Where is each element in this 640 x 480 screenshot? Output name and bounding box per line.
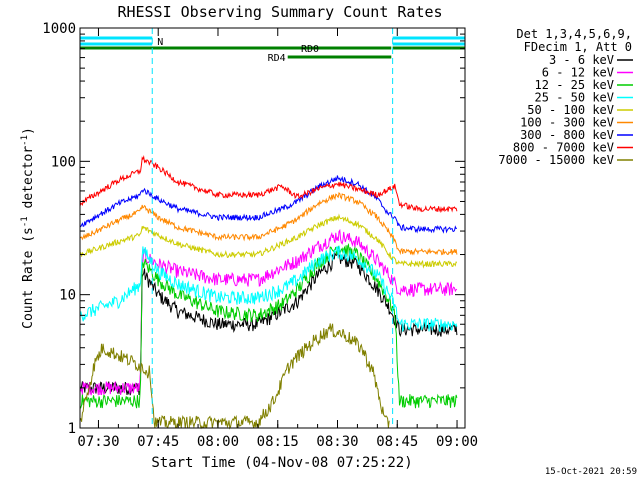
y-axis-label-sup2: -1 (20, 135, 30, 146)
series-line-4 (79, 213, 458, 269)
timestamp: 15-Oct-2021 20:59 (545, 467, 637, 477)
y-axis-label-end: ) (21, 127, 36, 135)
x-axis-label: Start Time (04-Nov-08 07:25:22) (151, 455, 412, 471)
x-tick-label-4: 08:30 (316, 434, 358, 450)
annotation-rd0-label: RD0 (301, 44, 319, 55)
legend-header-line-2: FDecim 1, Att 0 (524, 40, 632, 54)
series-line-3 (79, 245, 458, 333)
legend-label-2: 12 - 25 keV (535, 78, 614, 92)
y-axis: 1 10 100 1000 (42, 21, 465, 437)
x-tick-label-0: 07:30 (77, 434, 119, 450)
legend-label-1: 6 - 12 keV (542, 66, 614, 80)
x-tick-label-5: 08:45 (376, 434, 418, 450)
legend-label-6: 300 - 800 keV (520, 128, 614, 142)
annotation-n-label: N (157, 37, 163, 48)
series-layer (79, 154, 458, 430)
series-line-8 (79, 323, 390, 430)
y-tick-label-1: 10 (59, 288, 76, 304)
x-axis: 07:30 07:45 08:00 08:15 08:30 08:45 09:00 (77, 28, 478, 450)
legend-label-4: 50 - 100 keV (527, 103, 614, 117)
y-axis-label: Count Rate (s-1 detector-1) (20, 127, 36, 329)
series-line-5 (79, 192, 458, 256)
series-line-7 (79, 154, 458, 213)
annotation-bands: N RD0 RD4 (80, 36, 465, 64)
annotation-rd4-label: RD4 (268, 53, 286, 64)
y-tick-label-3: 1000 (42, 21, 76, 37)
y-axis-label-mid: detector (21, 146, 36, 217)
y-axis-label-main: Count Rate (s (21, 227, 36, 329)
legend-header-line-1: Det 1,3,4,5,6,9, (516, 27, 632, 41)
legend-label-5: 100 - 300 keV (520, 116, 614, 130)
plot-frame (79, 27, 466, 429)
legend-label-8: 7000 - 15000 keV (498, 153, 614, 167)
series-line-1 (79, 228, 458, 396)
y-tick-label-2: 100 (51, 154, 76, 170)
legend-label-3: 25 - 50 keV (535, 91, 614, 105)
x-tick-label-2: 08:00 (197, 434, 239, 450)
chart-title: RHESSI Observing Summary Count Rates (117, 3, 442, 21)
y-axis-label-sup1: -1 (20, 216, 30, 227)
legend-label-7: 800 - 7000 keV (513, 141, 614, 155)
x-tick-label-3: 08:15 (257, 434, 299, 450)
series-line-6 (79, 175, 458, 234)
legend-label-0: 3 - 6 keV (549, 53, 614, 67)
y-tick-label-0: 1 (68, 421, 76, 437)
legend: Det 1,3,4,5,6,9, FDecim 1, Att 0 3 - 6 k… (498, 27, 633, 167)
x-tick-label-1: 07:45 (137, 434, 179, 450)
series-line-0 (79, 249, 458, 396)
x-tick-label-6: 09:00 (436, 434, 478, 450)
